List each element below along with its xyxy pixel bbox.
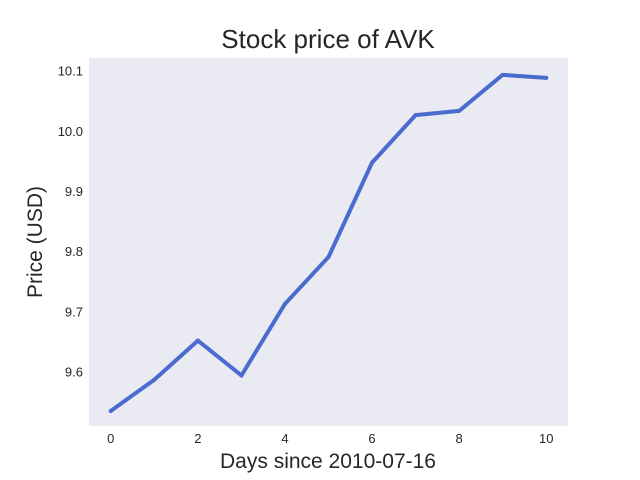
data-point <box>282 301 287 306</box>
x-axis-label: Days since 2010-07-16 <box>220 450 436 473</box>
x-axis-ticks: 0 2 4 6 8 10 <box>107 431 553 446</box>
data-point <box>457 108 462 113</box>
x-tick-label: 0 <box>107 431 114 446</box>
x-tick-label: 2 <box>194 431 201 446</box>
chart-title: Stock price of AVK <box>221 24 435 54</box>
data-point <box>326 255 331 260</box>
y-tick-label: 10.1 <box>58 64 83 79</box>
y-tick-label: 9.6 <box>65 364 83 379</box>
x-tick-label: 10 <box>539 431 553 446</box>
data-point <box>152 377 157 382</box>
plot-area <box>89 58 568 426</box>
data-point <box>544 75 549 80</box>
data-point <box>500 72 505 77</box>
x-tick-label: 6 <box>368 431 375 446</box>
x-tick-label: 8 <box>456 431 463 446</box>
y-tick-label: 9.9 <box>65 184 83 199</box>
data-point <box>195 338 200 343</box>
y-tick-label: 9.7 <box>65 304 83 319</box>
y-axis-ticks: 9.6 9.7 9.8 9.9 10.0 10.1 <box>58 64 83 380</box>
data-point <box>108 408 113 413</box>
x-tick-label: 4 <box>281 431 288 446</box>
y-tick-label: 9.8 <box>65 244 83 259</box>
y-axis-label: Price (USD) <box>24 186 47 298</box>
y-tick-label: 10.0 <box>58 124 83 139</box>
data-point <box>370 160 375 165</box>
data-point <box>413 113 418 118</box>
data-point <box>239 373 244 378</box>
